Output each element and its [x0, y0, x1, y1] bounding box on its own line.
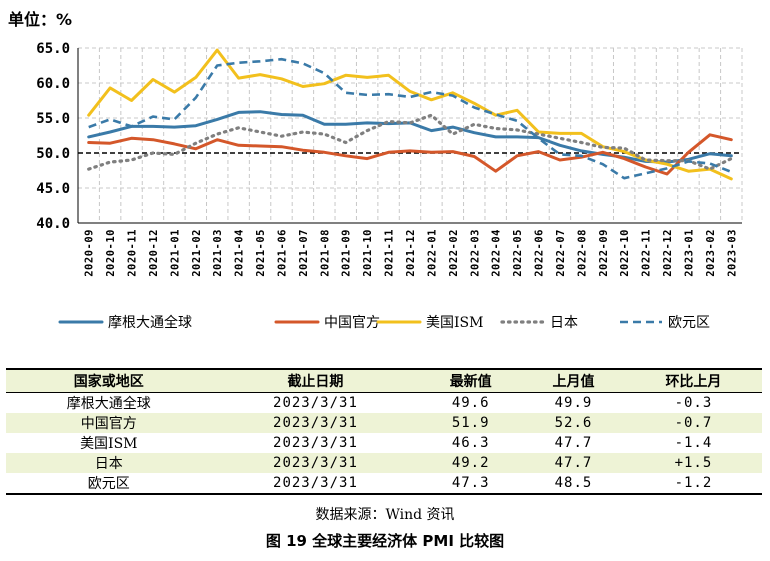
x-tick-label: 2022-03: [469, 229, 481, 277]
x-tick-label: 2022-01: [426, 229, 438, 277]
pmi-table: 国家或地区 截止日期 最新值 上月值 环比上月 摩根大通全球 2023/3/31…: [6, 368, 762, 495]
x-tick-label: 2021-10: [362, 229, 374, 277]
y-tick-label: 45.0: [36, 181, 70, 197]
x-tick-label: 2021-01: [169, 229, 181, 277]
x-tick-label: 2020-09: [84, 229, 96, 277]
table-row: 中国官方 2023/3/31 51.9 52.6 -0.7: [6, 413, 762, 433]
cell-date: 2023/3/31: [211, 453, 420, 473]
x-tick-label: 2023-03: [726, 229, 738, 277]
pmi-line-chart: 40.0 45.0 50.0 55.0 60.0 65.0 2020-09 2020-10 20…: [36, 41, 743, 331]
cell-previous: 48.5: [522, 473, 625, 495]
unit-label: 单位：%: [8, 10, 73, 29]
cell-mom: -1.2: [624, 473, 762, 495]
x-tick-label: 2023-01: [683, 229, 695, 277]
cell-mom: -0.3: [674, 395, 713, 411]
legend-label-euro: 欧元区: [668, 315, 710, 331]
cell-region: 摩根大通全球: [66, 396, 151, 412]
cell-mom: +1.5: [624, 453, 762, 473]
x-tick-label: 2021-09: [341, 229, 353, 277]
cell-latest: 49.6: [451, 395, 490, 411]
col-header-mom: 环比上月: [624, 368, 762, 393]
legend-label-jpm: 摩根大通全球: [108, 314, 192, 331]
col-header-previous: 上月值: [522, 368, 625, 393]
series-line-ism: [87, 48, 733, 181]
x-tick-label: 2022-09: [598, 229, 610, 277]
x-tick-label: 2022-05: [512, 229, 524, 277]
legend-label-japan: 日本: [550, 315, 578, 331]
legend-label-china: 中国官方: [324, 315, 380, 331]
table-row: 美国ISM 2023/3/31 46.3 47.7 -1.4: [6, 433, 762, 453]
cell-region: 美国ISM: [80, 436, 138, 452]
cell-mom: -0.7: [624, 413, 762, 433]
x-tick-label: 2022-11: [641, 229, 653, 277]
series-line-euro: [88, 57, 732, 180]
figure-caption: 图 19 全球主要经济体 PMI 比较图: [265, 532, 505, 550]
col-header-latest: 最新值: [419, 368, 523, 393]
cell-date: 2023/3/31: [273, 435, 358, 451]
x-tick-label: 2022-07: [555, 229, 567, 277]
x-tick-label: 2022-08: [576, 229, 588, 277]
x-tick-label: 2021-07: [298, 229, 310, 277]
cell-mom: -1.4: [674, 435, 713, 451]
x-tick-label: 2021-06: [276, 229, 288, 277]
cell-previous: 47.7: [554, 435, 593, 451]
series-line-china: [87, 133, 733, 176]
cell-previous: 47.7: [522, 453, 625, 473]
x-tick-label: 2021-12: [405, 229, 417, 277]
y-tick-label: 60.0: [36, 76, 70, 92]
x-tick-label: 2020-11: [127, 229, 139, 277]
col-header-region: 国家或地区: [6, 368, 212, 393]
y-tick-label: 55.0: [36, 111, 70, 127]
x-tick-label: 2022-06: [534, 229, 546, 277]
cell-latest: 46.3: [451, 435, 490, 451]
x-tick-label: 2021-03: [212, 229, 224, 277]
col-header-date: 截止日期: [211, 368, 420, 393]
series-line-japan: [87, 113, 733, 171]
cell-latest: 47.3: [419, 473, 523, 495]
x-tick-label: 2021-11: [384, 229, 396, 277]
cell-date: 2023/3/31: [211, 473, 420, 495]
table-row: 摩根大通全球 2023/3/31 49.6 49.9 -0.3: [6, 393, 762, 414]
x-tick-label: 2022-10: [619, 229, 631, 277]
table-header-row: 国家或地区 截止日期 最新值 上月值 环比上月: [6, 368, 762, 393]
cell-latest: 51.9: [419, 413, 523, 433]
cell-region: 中国官方: [6, 413, 212, 433]
cell-latest: 49.2: [419, 453, 523, 473]
x-tick-label: 2020-10: [105, 229, 117, 277]
legend-label-ism: 美国ISM: [426, 315, 483, 331]
cell-previous: 49.9: [554, 395, 593, 411]
x-tick-label: 2023-02: [705, 229, 717, 277]
x-tick-label: 2021-05: [255, 229, 267, 277]
x-tick-label: 2022-02: [448, 229, 460, 277]
cell-region: 欧元区: [6, 473, 212, 495]
y-tick-label: 65.0: [36, 41, 70, 57]
x-tick-label: 2022-04: [491, 229, 503, 277]
cell-previous: 52.6: [522, 413, 625, 433]
cell-date: 2023/3/31: [273, 395, 358, 411]
cell-date: 2023/3/31: [211, 413, 420, 433]
y-tick-label: 40.0: [36, 216, 70, 232]
x-tick-label: 2022-12: [662, 229, 674, 277]
table-row: 欧元区 2023/3/31 47.3 48.5 -1.2: [6, 473, 762, 495]
cell-region: 日本: [6, 453, 212, 473]
x-tick-label: 2020-12: [148, 229, 160, 277]
data-source: 数据来源：Wind 资讯: [315, 507, 455, 523]
x-tick-label: 2021-08: [319, 229, 331, 277]
y-tick-label: 50.0: [36, 146, 70, 162]
table-row: 日本 2023/3/31 49.2 47.7 +1.5: [6, 453, 762, 473]
x-tick-label: 2021-04: [234, 229, 246, 277]
x-tick-label: 2021-02: [191, 229, 203, 277]
